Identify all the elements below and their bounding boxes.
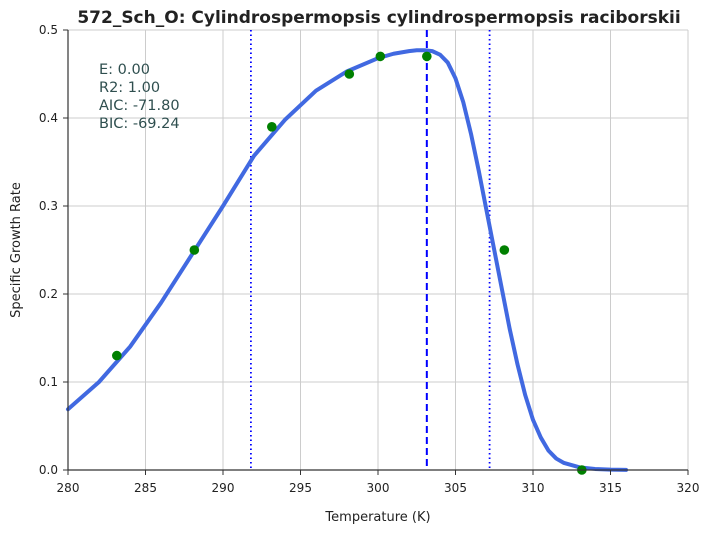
- data-point: [112, 350, 122, 361]
- y-tick-label: 0.3: [39, 199, 58, 213]
- y-tick-label: 0.4: [39, 111, 58, 125]
- x-tick-label: 285: [134, 481, 157, 495]
- fitted-curve-layer: [66, 48, 628, 472]
- x-tick-label: 315: [599, 481, 622, 495]
- data-point: [422, 51, 432, 62]
- x-tick-label: 290: [212, 481, 235, 495]
- y-tick-label: 0.0: [39, 463, 58, 477]
- data-point: [267, 122, 277, 132]
- y-tick-labels: 0.0 0.1 0.2 0.3 0.4 0.5: [39, 23, 58, 477]
- x-axis-label: Temperature (K): [324, 510, 430, 525]
- stat-bic: BIC: -69.24: [99, 116, 180, 132]
- x-tick-labels: 280 285 290 295 300 305 310 315 320: [57, 481, 700, 495]
- data-point: [344, 69, 355, 79]
- y-tick-label: 0.2: [39, 287, 58, 301]
- reference-lines: [249, 30, 491, 470]
- data-point: [189, 245, 200, 255]
- y-tick-label: 0.1: [39, 375, 58, 389]
- chart-title: 572_Sch_O: Cylindrospermopsis cylindrosp…: [77, 8, 680, 28]
- stat-e: E: 0.00: [99, 62, 150, 78]
- x-tick-label: 280: [57, 481, 80, 495]
- stat-aic: AIC: -71.80: [99, 98, 180, 114]
- observed-points: [112, 51, 587, 475]
- fit-statistics: E: 0.00 R2: 1.00 AIC: -71.80 BIC: -69.24: [99, 62, 180, 132]
- x-tick-label: 295: [289, 481, 312, 495]
- y-axis-label: Specific Growth Rate: [9, 182, 24, 318]
- x-tick-label: 320: [677, 481, 700, 495]
- data-point: [499, 245, 510, 255]
- axes: [63, 29, 689, 475]
- fitted-curve: [66, 48, 628, 472]
- x-tick-label: 305: [444, 481, 467, 495]
- x-tick-label: 300: [367, 481, 390, 495]
- data-point: [375, 51, 386, 62]
- y-tick-label: 0.5: [39, 23, 58, 37]
- x-tick-label: 310: [522, 481, 545, 495]
- grid: [67, 29, 689, 471]
- stat-r2: R2: 1.00: [99, 80, 160, 96]
